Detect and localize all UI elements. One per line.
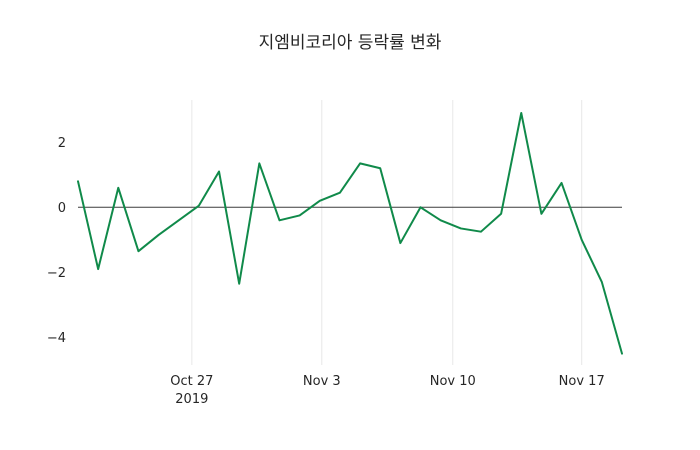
y-tick-label: 0 (58, 201, 66, 216)
price-change-line (77, 112, 623, 355)
y-tick-label: −2 (47, 266, 66, 281)
y-tick-label: −4 (47, 331, 66, 346)
chart-title: 지엠비코리아 등락률 변화 (258, 33, 442, 53)
x-tick-sublabel: 2019 (175, 392, 208, 407)
x-tick-label: Nov 10 (430, 374, 476, 389)
x-tick-label: Nov 17 (559, 374, 605, 389)
y-tick-label: 2 (58, 136, 66, 151)
x-tick-label: Oct 27 (170, 374, 213, 389)
x-tick-label: Nov 3 (303, 374, 341, 389)
